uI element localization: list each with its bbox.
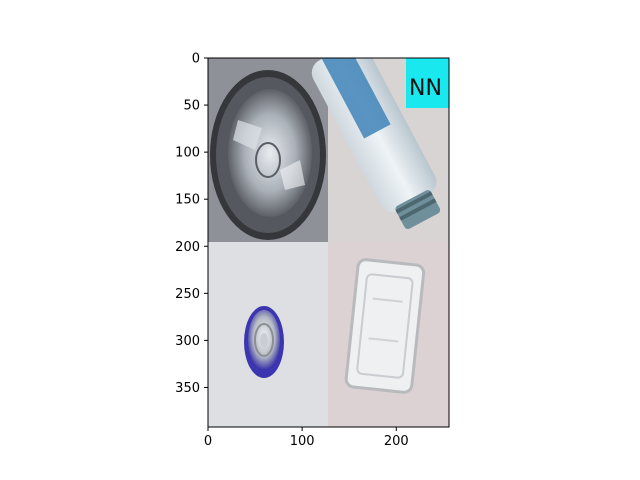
x-tick-label: 200	[384, 434, 409, 449]
axes-frame	[207, 57, 450, 428]
annotation-text: NN	[409, 76, 442, 101]
y-tick-label: 100	[175, 146, 200, 161]
y-tick-label: 50	[183, 99, 200, 114]
y-tick-label: 150	[175, 193, 200, 208]
panel-plastic-bottle: NN	[311, 58, 449, 242]
panel-plastic-container	[328, 242, 449, 427]
y-tick-label: 350	[175, 381, 200, 396]
y-tick-label: 250	[175, 287, 200, 302]
x-tick-label: 100	[290, 434, 315, 449]
image-mosaic: NN	[208, 58, 449, 427]
axis-ticks: 0 100 200 0 50 100 150 200 250 300 350	[175, 52, 409, 450]
y-tick-label: 200	[175, 240, 200, 255]
panel-bottle-cap	[208, 242, 328, 427]
x-tick-label: 0	[204, 434, 212, 449]
panel-aluminium-tray	[208, 58, 328, 242]
y-tick-label: 0	[192, 52, 200, 67]
y-tick-label: 300	[175, 334, 200, 349]
